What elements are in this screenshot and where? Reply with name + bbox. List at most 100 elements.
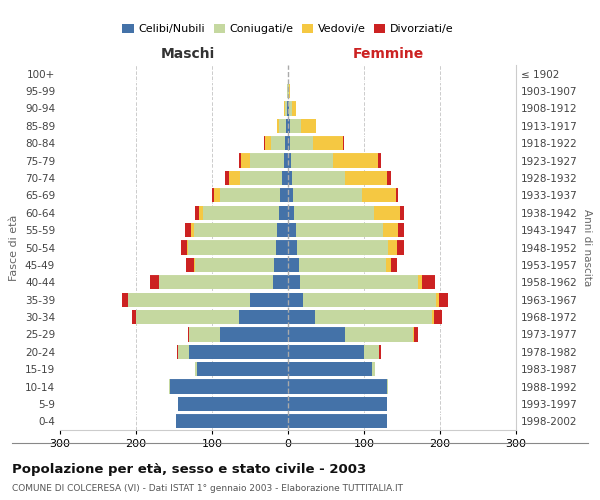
Bar (214, 188, 220, 202)
Bar (345, 171, 387, 185)
Bar (274, 258, 288, 272)
Bar (386, 258, 391, 272)
Bar (189, 344, 288, 359)
Bar (288, 102, 289, 116)
Bar (288, 171, 292, 185)
Legend: Celibi/Nubili, Coniugati/e, Vedovi/e, Divorziati/e: Celibi/Nubili, Coniugati/e, Vedovi/e, Di… (118, 20, 458, 39)
Bar (286, 118, 288, 133)
Bar (178, 397, 288, 411)
Bar (387, 171, 391, 185)
Bar (277, 118, 279, 133)
Bar (398, 223, 404, 237)
Bar (343, 136, 344, 150)
Bar (288, 275, 300, 289)
Bar (170, 380, 288, 394)
Bar (379, 154, 381, 168)
Bar (229, 171, 240, 185)
Bar (314, 310, 433, 324)
Y-axis label: Fasce di età: Fasce di età (10, 214, 19, 280)
Bar (422, 275, 436, 289)
Bar (186, 258, 194, 272)
Bar (288, 292, 303, 307)
Bar (189, 328, 220, 342)
Bar (277, 223, 288, 237)
Bar (397, 240, 404, 254)
Bar (434, 310, 442, 324)
Text: Maschi: Maschi (161, 48, 215, 62)
Bar (159, 275, 273, 289)
Bar (288, 362, 371, 376)
Bar (371, 362, 376, 376)
Bar (288, 84, 289, 98)
Bar (284, 102, 285, 116)
Bar (345, 328, 413, 342)
Bar (220, 188, 280, 202)
Bar (289, 84, 290, 98)
Bar (288, 328, 345, 342)
Bar (364, 344, 379, 359)
Bar (288, 118, 290, 133)
Bar (294, 206, 374, 220)
Bar (388, 240, 397, 254)
Bar (241, 154, 250, 168)
Bar (194, 223, 277, 237)
Bar (436, 292, 439, 307)
Bar (128, 292, 250, 307)
Bar (279, 206, 288, 220)
Bar (288, 380, 387, 394)
Bar (288, 136, 290, 150)
Bar (240, 171, 282, 185)
Bar (400, 206, 404, 220)
Bar (250, 292, 288, 307)
Bar (191, 223, 194, 237)
Bar (292, 171, 345, 185)
Bar (293, 188, 362, 202)
Bar (379, 344, 381, 359)
Bar (136, 310, 239, 324)
Bar (178, 344, 189, 359)
Bar (181, 240, 187, 254)
Bar (239, 154, 241, 168)
Bar (288, 258, 299, 272)
Bar (288, 240, 297, 254)
Bar (177, 344, 178, 359)
Bar (414, 328, 418, 342)
Bar (194, 362, 197, 376)
Bar (383, 223, 398, 237)
Bar (362, 188, 396, 202)
Bar (291, 154, 333, 168)
Bar (276, 240, 288, 254)
Bar (176, 414, 288, 428)
Bar (288, 206, 294, 220)
Bar (185, 223, 191, 237)
Bar (387, 380, 388, 394)
Bar (225, 171, 229, 185)
Text: COMUNE DI COLCERESA (VI) - Dati ISTAT 1° gennaio 2003 - Elaborazione TUTTITALIA.: COMUNE DI COLCERESA (VI) - Dati ISTAT 1°… (12, 484, 403, 493)
Bar (288, 414, 387, 428)
Bar (297, 240, 388, 254)
Bar (433, 310, 434, 324)
Bar (292, 102, 296, 116)
Bar (288, 310, 314, 324)
Bar (149, 275, 159, 289)
Bar (203, 206, 279, 220)
Bar (287, 84, 288, 98)
Bar (288, 397, 387, 411)
Bar (290, 118, 301, 133)
Bar (296, 223, 383, 237)
Bar (194, 258, 274, 272)
Bar (220, 328, 288, 342)
Bar (195, 206, 199, 220)
Bar (418, 275, 422, 289)
Bar (273, 275, 288, 289)
Bar (187, 240, 188, 254)
Bar (287, 102, 288, 116)
Bar (288, 223, 296, 237)
Text: Popolazione per età, sesso e stato civile - 2003: Popolazione per età, sesso e stato civil… (12, 462, 366, 475)
Bar (391, 258, 397, 272)
Bar (300, 275, 418, 289)
Bar (396, 188, 398, 202)
Bar (299, 258, 386, 272)
Text: Femmine: Femmine (353, 48, 424, 62)
Y-axis label: Anni di nascita: Anni di nascita (581, 209, 592, 286)
